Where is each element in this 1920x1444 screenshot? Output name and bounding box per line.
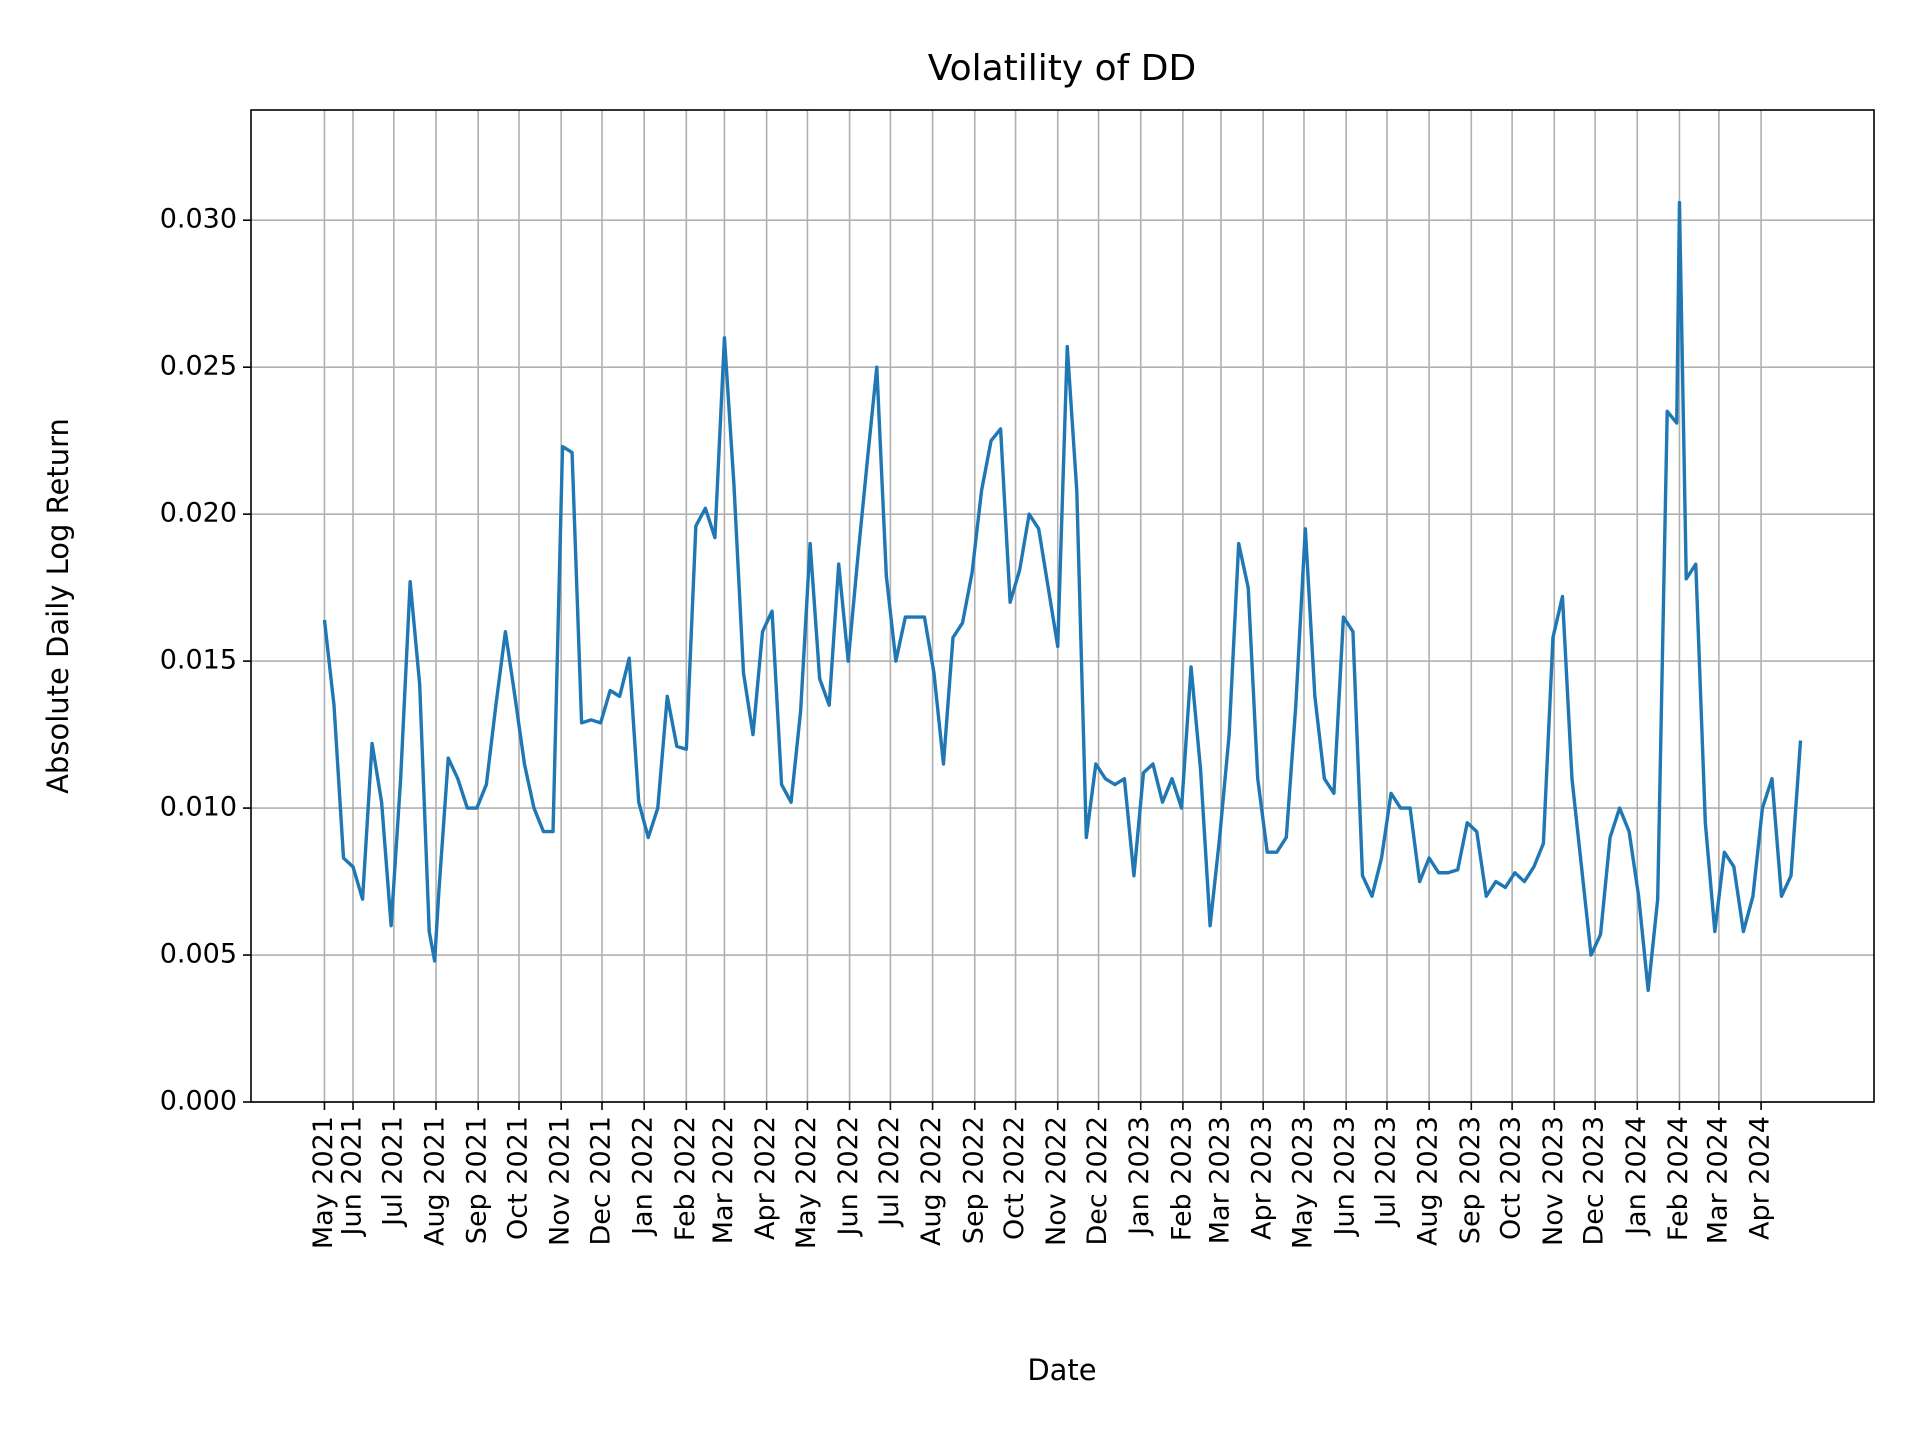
x-tick-label: Jan 2022 (628, 1116, 659, 1237)
x-tick-label: May 2021 (308, 1116, 339, 1249)
x-tick-label: Sep 2022 (958, 1116, 989, 1244)
x-tick-label: Aug 2023 (1413, 1116, 1444, 1246)
x-tick-label: Dec 2021 (585, 1116, 616, 1246)
x-tick-label: Sep 2021 (462, 1116, 493, 1244)
x-tick-label: Jul 2023 (1370, 1116, 1401, 1228)
x-tick-label: Apr 2024 (1745, 1116, 1776, 1240)
y-tick-label: 0.025 (160, 351, 237, 382)
x-tick-label: Feb 2023 (1166, 1116, 1197, 1241)
data-line (322, 200, 1803, 993)
y-tick-label: 0.005 (160, 939, 237, 970)
x-axis-label: Date (1027, 1353, 1096, 1387)
x-tick-label: Dec 2023 (1579, 1116, 1610, 1246)
x-tick-label: Jan 2023 (1124, 1116, 1155, 1237)
chart-title: Volatility of DD (928, 48, 1197, 89)
x-tick-label: Mar 2024 (1702, 1116, 1733, 1244)
x-tick-label: Apr 2022 (750, 1116, 781, 1240)
x-tick-label: Jun 2022 (833, 1116, 864, 1237)
y-tick-label: 0.020 (160, 498, 237, 529)
x-tick-label: Apr 2023 (1247, 1116, 1278, 1240)
y-tick-label: 0.015 (160, 645, 237, 676)
x-tick-label: Mar 2022 (708, 1116, 739, 1244)
x-tick-label: Mar 2023 (1204, 1116, 1235, 1244)
y-tick-label: 0.010 (160, 792, 237, 823)
x-tick-label: Feb 2024 (1663, 1116, 1694, 1241)
x-tick-label: Nov 2023 (1538, 1116, 1569, 1246)
y-axis-label: Absolute Daily Log Return (41, 418, 75, 794)
x-tick-label: Oct 2023 (1496, 1116, 1527, 1240)
x-tick-label: Jan 2024 (1621, 1116, 1652, 1237)
plot-frame (250, 109, 1875, 1103)
x-tick-label: Oct 2021 (503, 1116, 534, 1240)
x-tick-label: Oct 2022 (999, 1116, 1030, 1240)
x-tick-label: Feb 2022 (670, 1116, 701, 1241)
y-tick-label: 0.030 (160, 204, 237, 235)
x-tick-label: Jun 2021 (337, 1116, 368, 1237)
x-tick-label: Nov 2021 (545, 1116, 576, 1246)
x-tick-label: Jul 2021 (377, 1116, 408, 1228)
y-tick-label: 0.000 (160, 1086, 237, 1117)
x-tick-label: Sep 2023 (1455, 1116, 1486, 1244)
x-tick-label: May 2023 (1287, 1116, 1318, 1249)
x-tick-label: Aug 2021 (420, 1116, 451, 1246)
x-tick-label: Jun 2023 (1330, 1116, 1361, 1237)
x-tick-label: Jul 2022 (874, 1116, 905, 1228)
x-tick-label: Nov 2022 (1041, 1116, 1072, 1246)
x-tick-label: Aug 2022 (916, 1116, 947, 1246)
x-tick-label: Dec 2022 (1082, 1116, 1113, 1246)
x-tick-label: May 2022 (791, 1116, 822, 1249)
